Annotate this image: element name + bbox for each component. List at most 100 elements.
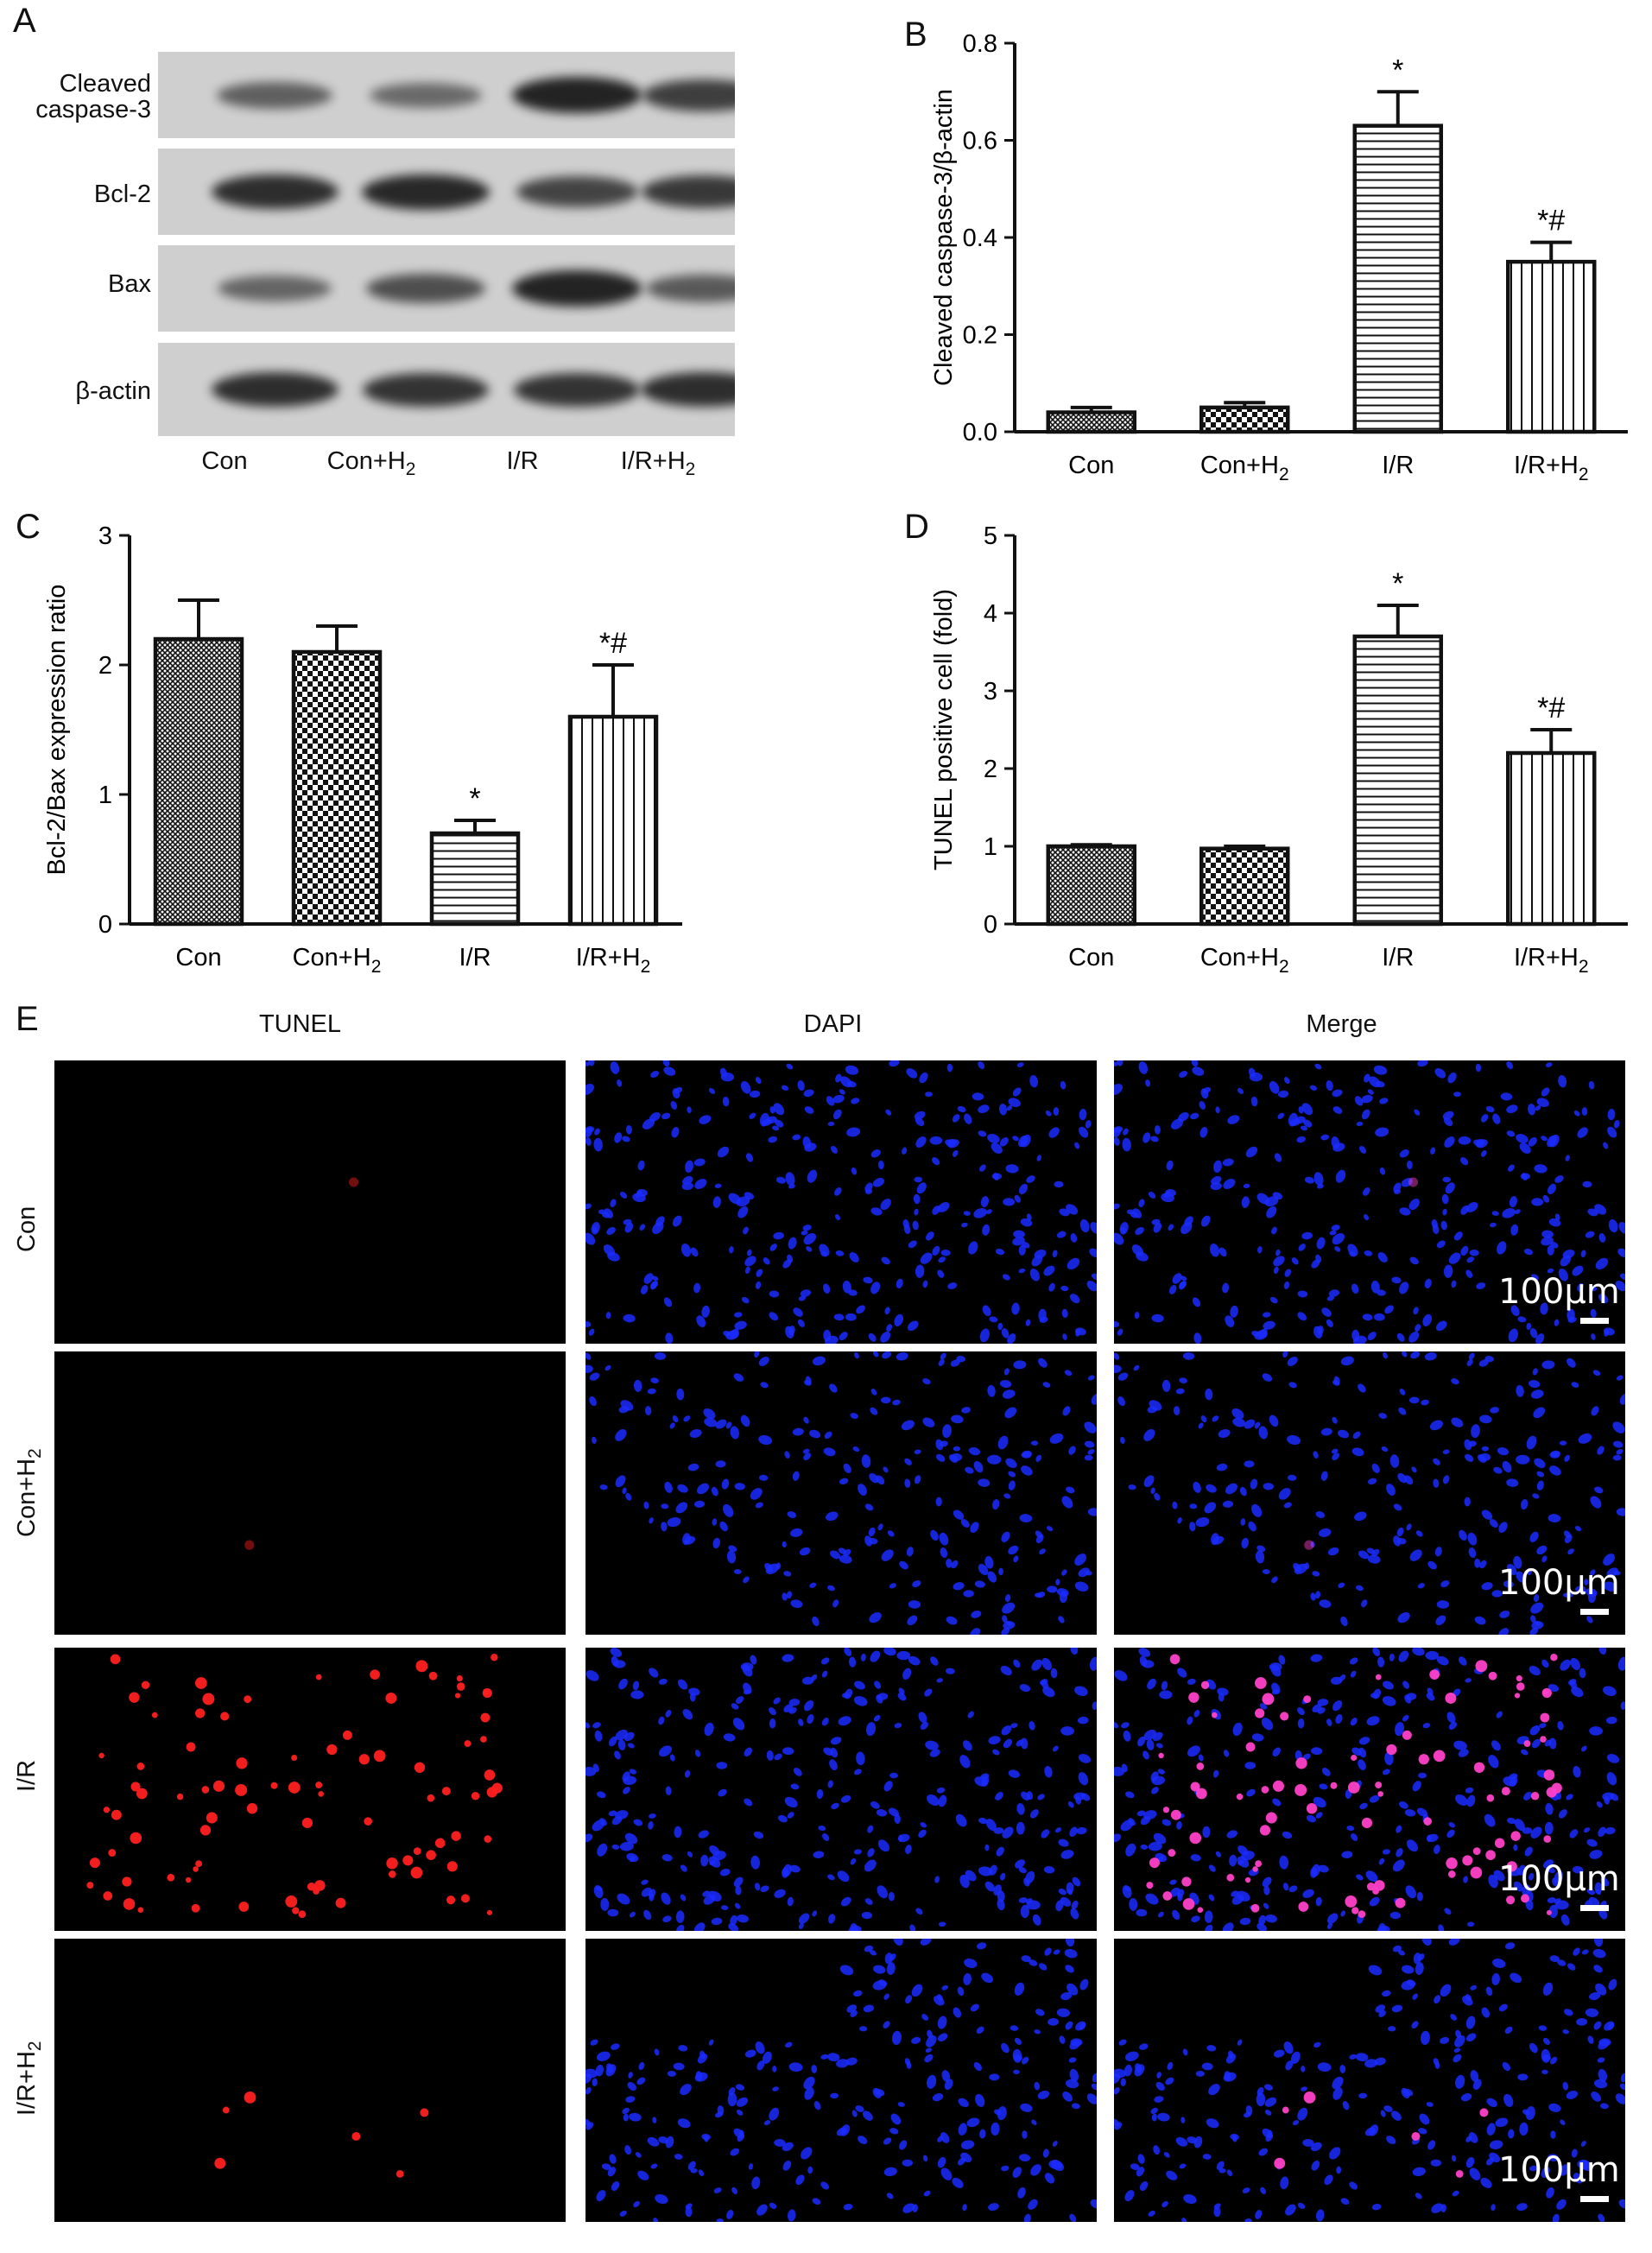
blot-band	[642, 79, 735, 111]
bar	[1506, 750, 1597, 927]
blot-band	[640, 372, 735, 407]
y-tick-label: 0.4	[963, 225, 997, 252]
y-axis-label: Bcl-2/Bax expression ratio	[43, 585, 71, 876]
scale-bar-label: 100μm	[1498, 1272, 1620, 1312]
bar	[429, 831, 521, 927]
x-tick-label: I/R	[1382, 944, 1414, 971]
y-tick-label: 0.2	[963, 322, 997, 350]
significance-annotation: *#	[1537, 205, 1565, 237]
scale-bar-label: 100μm	[1498, 2150, 1620, 2190]
y-axis-label: Cleaved caspase-3/β-actin	[930, 89, 958, 386]
cleaved-caspase-chart: 0.0 0.2 0.4 0.6 0.8 Cleaved caspase-3/β-actin…	[930, 30, 1628, 484]
panel-letter-d: D	[904, 508, 929, 546]
micrograph-tunel	[54, 1060, 566, 1344]
scale-bar-label: 100μm	[1498, 1859, 1620, 1899]
scale-bar	[1580, 2196, 1609, 2202]
y-tick-label: 3	[98, 522, 112, 550]
blot-lane-label: I/R	[506, 447, 539, 475]
micrograph-dapi	[585, 1648, 1097, 1931]
blot-lane-label: I/R+H2	[620, 447, 696, 479]
y-tick-label: 4	[984, 600, 997, 628]
blot-band	[218, 275, 332, 301]
bar	[1352, 123, 1443, 434]
blot-band	[366, 274, 485, 303]
western-blot-panel: Cleaved caspase-3 Bcl-2 Bax β-actin Con C…	[0, 0, 760, 492]
x-tick-label: Con	[1068, 452, 1114, 479]
y-tick-label: 0	[984, 911, 997, 939]
blot-row-bcl-2	[158, 149, 735, 235]
y-tick-label: 1	[984, 833, 997, 861]
x-tick-label: I/R+H2	[1514, 452, 1589, 484]
blot-label-bax: Bax	[108, 270, 151, 298]
y-tick-label: 0.6	[963, 128, 997, 155]
significance-annotation: *	[469, 782, 480, 815]
blot-band	[211, 174, 339, 209]
blot-row-bax	[158, 245, 735, 332]
bar	[291, 649, 383, 927]
y-tick-label: 0	[98, 911, 112, 939]
scale-bar	[1580, 1609, 1609, 1615]
bar	[1506, 259, 1597, 434]
x-tick-label: I/R	[1382, 452, 1414, 479]
scale-bar	[1580, 1905, 1609, 1911]
x-tick-label: Con+H2	[1200, 452, 1289, 484]
blot-band	[512, 270, 642, 307]
micrograph-tunel	[54, 1939, 566, 2222]
significance-annotation: *	[1392, 567, 1403, 600]
column-header-merge: Merge	[1306, 1010, 1377, 1038]
bar	[1199, 846, 1290, 927]
micrograph-merge	[1114, 1939, 1625, 2222]
bar	[1352, 634, 1443, 927]
y-axis-label: TUNEL positive cell (fold)	[930, 589, 958, 870]
blot-label-bcl-2: Bcl-2	[93, 180, 151, 208]
blot-lane-label: Con+H2	[326, 447, 416, 479]
y-tick-label: 2	[98, 652, 112, 680]
panel-letter-a: A	[13, 2, 36, 40]
y-tick-label: 1	[98, 782, 112, 809]
blot-band	[645, 275, 735, 302]
x-tick-label: I/R+H2	[576, 944, 651, 977]
significance-annotation: *#	[1537, 692, 1565, 725]
y-tick-label: 3	[984, 678, 997, 706]
bcl2-bax-ratio-chart: 0 1 2 3 Bcl-2/Bax expression ratio Con Con+H2 *…	[43, 522, 682, 977]
micrograph-merge	[1114, 1648, 1625, 1931]
panel-letter-c: C	[16, 508, 41, 546]
x-tick-label: Con	[175, 944, 221, 971]
blot-band	[369, 82, 483, 108]
column-header-dapi: DAPI	[803, 1010, 863, 1038]
blot-band	[217, 81, 332, 109]
scale-bar-label: 100μm	[1498, 1563, 1620, 1603]
x-tick-label: Con	[1068, 944, 1114, 971]
bar	[153, 636, 244, 927]
significance-annotation: *#	[599, 627, 627, 660]
tunel-positive-chart: 0 1 2 3 4 5 TUNEL positive cell (fold) Con Con+H…	[930, 522, 1628, 977]
blot-band	[512, 77, 642, 113]
blot-label-cleaved-caspase-3: Cleaved caspase-3	[35, 70, 151, 124]
x-tick-label: Con+H2	[1200, 944, 1289, 977]
y-tick-label: 5	[984, 522, 997, 550]
column-header-tunel: TUNEL	[258, 1010, 342, 1038]
panel-letter-e: E	[16, 1000, 39, 1038]
blot-lane-label: Con	[201, 447, 248, 475]
blot-band	[516, 176, 638, 207]
blot-band	[363, 372, 489, 407]
micrograph-merge	[1114, 1351, 1625, 1635]
x-tick-label: I/R+H2	[1514, 944, 1589, 977]
micrograph-dapi	[585, 1351, 1097, 1635]
micrograph-tunel	[54, 1351, 566, 1635]
blot-band	[211, 372, 339, 407]
bar	[567, 714, 659, 927]
blot-row-beta-actin	[158, 343, 735, 436]
blot-band	[642, 175, 735, 208]
x-tick-label: I/R	[459, 944, 491, 971]
scale-bar	[1580, 1318, 1609, 1324]
y-tick-label: 0.8	[963, 30, 997, 58]
blot-label-beta-actin: β-actin	[75, 377, 151, 405]
panel-letter-b: B	[904, 16, 927, 54]
blot-row-cleaved-caspase-3	[158, 52, 735, 138]
x-tick-label: Con+H2	[293, 944, 382, 977]
micrograph-merge	[1114, 1060, 1625, 1344]
y-tick-label: 0.0	[963, 419, 997, 446]
micrograph-dapi	[585, 1939, 1097, 2222]
